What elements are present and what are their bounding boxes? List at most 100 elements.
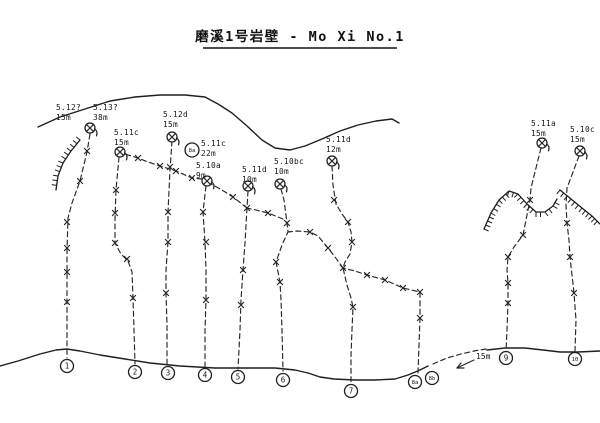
distance-annotation: 15m <box>456 352 491 369</box>
page-title: 磨溪1号岩壁 - Mo Xi No.1 <box>195 28 405 45</box>
start-circle <box>343 383 359 399</box>
hatch-tick <box>529 209 534 214</box>
anchor-hook <box>283 184 288 193</box>
route-line-7 <box>331 165 354 384</box>
bolt-x-icon <box>272 258 280 266</box>
bolt-stroke <box>166 163 174 171</box>
bolt-stroke <box>344 218 352 226</box>
start-number: 8b <box>429 376 436 382</box>
anchor-cross <box>276 180 284 188</box>
bolt-stroke <box>76 177 84 185</box>
start-number: 3 <box>166 369 171 378</box>
start-circle <box>160 365 176 381</box>
hatch-tick <box>487 220 493 224</box>
route-length: 15m <box>56 113 71 122</box>
hatch-tick <box>501 196 507 202</box>
hatch-tick <box>483 228 489 232</box>
bolt-x-icon <box>202 238 210 246</box>
hatch-tick <box>523 203 528 209</box>
bolt-x-icon <box>570 289 578 297</box>
route-start-marker: 8a <box>407 374 423 390</box>
hatch-tick <box>489 216 495 220</box>
hatch-tick <box>72 140 78 145</box>
route-line-3 <box>165 140 173 366</box>
hatch-tick <box>75 136 81 141</box>
bolt-stroke <box>504 279 512 287</box>
bolt-stroke <box>349 303 357 311</box>
route-grade: 5.12d <box>163 110 188 119</box>
bolt-x-icon <box>349 303 357 311</box>
route-start-marker: 5 <box>230 369 246 385</box>
hatch-tick <box>56 165 62 168</box>
bolt-stroke <box>164 238 172 246</box>
route-grade: 5.10bc <box>274 157 304 166</box>
bolt-stroke <box>416 314 424 322</box>
bolt-stroke <box>111 239 119 247</box>
bolt-x-icon <box>199 208 207 216</box>
hatch-tick <box>493 208 499 212</box>
anchor-icon <box>201 175 215 190</box>
route-grade: 5.11d <box>242 165 267 174</box>
hatch-tick <box>505 193 510 199</box>
bolt-stroke <box>63 244 71 252</box>
route-length: 9m <box>196 171 206 180</box>
bolt-stroke <box>239 266 247 274</box>
bolt-stroke <box>63 298 71 306</box>
bolt-x-icon <box>416 288 424 296</box>
route-grade: 5.11c <box>114 128 139 137</box>
bolt-x-icon <box>164 208 172 216</box>
bolt-x-icon <box>188 174 196 182</box>
route-length: 22m <box>201 149 216 158</box>
start-number: 6 <box>281 376 286 385</box>
bolt-stroke <box>526 196 534 204</box>
bolt-stroke <box>188 174 196 182</box>
topo-drawing: 5.13?38m15.11c15m25.12d15m35.10a9m45.11d… <box>0 94 600 399</box>
hatch-tick <box>567 198 572 204</box>
route-grade: 5.11a <box>531 119 556 128</box>
ridge-hatching <box>51 136 81 186</box>
hatch-tick <box>588 215 593 220</box>
ground-line <box>0 348 429 381</box>
bolt-x-icon <box>504 299 512 307</box>
hatch-tick <box>485 224 491 228</box>
start-circle <box>127 364 143 380</box>
route-length: 15m <box>163 120 178 129</box>
bolt-x-icon <box>264 209 272 217</box>
bolt-x-icon <box>416 314 424 322</box>
bolt-stroke <box>276 278 284 286</box>
bolt-stroke <box>324 244 332 252</box>
bolt-x-icon <box>243 204 251 212</box>
arrow-icon <box>456 359 475 369</box>
hatch-tick <box>519 200 525 205</box>
start-circle <box>59 358 75 374</box>
cliff-outline <box>37 94 400 151</box>
route-start-marker: 3 <box>160 365 176 381</box>
anchor-hook <box>251 186 256 195</box>
start-circle <box>275 372 291 388</box>
anchor-hook <box>123 152 128 161</box>
bolt-stroke <box>156 162 164 170</box>
bolt-stroke <box>330 196 338 204</box>
bolt-stroke <box>172 167 180 175</box>
anchor-cross <box>86 124 94 132</box>
badge-number: 8a <box>189 148 196 154</box>
start-circle <box>407 374 423 390</box>
bolt-stroke <box>123 255 131 263</box>
bolt-stroke <box>229 193 237 201</box>
bolt-stroke <box>202 296 210 304</box>
hatch-tick <box>548 208 553 214</box>
route-label: 5.12?15m <box>56 103 81 122</box>
bolt-stroke <box>111 209 119 217</box>
bolt-x-icon <box>83 147 91 155</box>
hatch-tick <box>554 202 560 206</box>
bolt-stroke <box>348 238 356 246</box>
bolt-x-icon <box>363 271 371 279</box>
bolt-stroke <box>519 231 527 239</box>
